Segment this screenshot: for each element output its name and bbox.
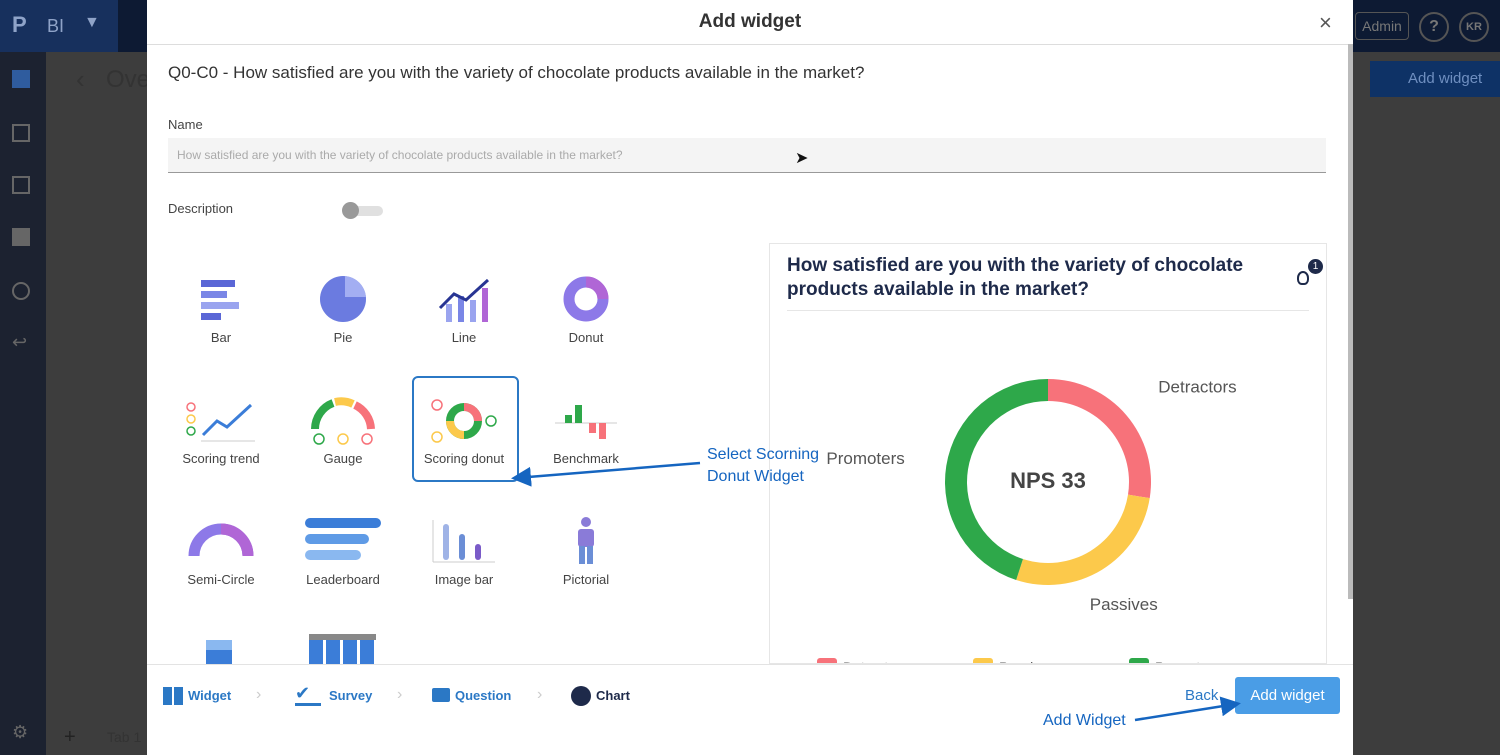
widget-option[interactable]: Image bar [409, 508, 519, 608]
help-icon[interactable]: ? [1419, 12, 1449, 42]
widget-option[interactable]: Pictorial [531, 508, 641, 608]
cursor: ➤ [795, 150, 809, 167]
close-button[interactable]: × [1319, 10, 1332, 35]
widget-label: Scoring trend [182, 451, 260, 466]
name-placeholder: How satisfied are you with the variety o… [177, 148, 623, 162]
arrow [1134, 696, 1241, 722]
widget-label: Gauge [323, 451, 363, 466]
description-label: Description [168, 201, 234, 216]
back-button[interactable]: Back [1185, 687, 1219, 704]
selected-outline [412, 376, 519, 482]
chart-title: How satisfied are you with the variety o… [787, 255, 1244, 300]
widget-option[interactable]: Line [409, 266, 519, 366]
hint-badge: 1 [1308, 259, 1323, 274]
hint-icon[interactable] [1297, 271, 1309, 285]
widget-option[interactable]: Bar [166, 266, 276, 366]
name-label: Name [168, 117, 203, 132]
segment-label: Promoters [826, 449, 904, 468]
page-title: Ove [106, 66, 151, 93]
preview-panel: How satisfied are you with the variety o… [769, 243, 1327, 664]
legend-label: Promoters [1155, 659, 1220, 664]
step-icon [571, 686, 591, 706]
nav-icon[interactable]: ↩ [12, 332, 28, 352]
nav-icon[interactable] [12, 124, 30, 142]
annotation: Select Scorning Donut Widget [707, 446, 820, 485]
brand-caret[interactable]: ▼ [84, 14, 100, 31]
toggle-knob[interactable] [342, 202, 359, 219]
submit-button[interactable]: Add widget [1235, 677, 1340, 714]
add-widget-button[interactable]: Add widget [1370, 61, 1500, 97]
step-icon: ✔ [295, 684, 321, 706]
modal-title: Add widget [147, 0, 1353, 45]
question-title: Q0-C0 - How satisfied are you with the v… [168, 63, 865, 82]
annotation: Add Widget [1043, 712, 1126, 729]
chevron: › [256, 686, 262, 703]
admin-button[interactable]: Admin [1355, 12, 1409, 40]
step[interactable]: Survey [329, 688, 373, 703]
segment-label: Passives [1090, 595, 1158, 614]
legend-swatch [973, 658, 993, 663]
settings-icon[interactable]: ⚙ [12, 722, 29, 742]
widget-option[interactable]: Gauge [288, 387, 398, 487]
arrow [511, 461, 701, 487]
back-arrow[interactable]: ‹ [76, 64, 85, 94]
footer-divider [147, 664, 1353, 665]
nav-icon[interactable] [12, 282, 30, 300]
widget-label: Scoring donut [423, 451, 505, 466]
widget-label: Semi-Circle [187, 572, 255, 587]
sidebar [0, 52, 46, 755]
tab[interactable]: Tab 1 [107, 729, 142, 745]
center-label: NPS 33 [1010, 468, 1086, 493]
nav-icon[interactable] [12, 70, 30, 88]
chevron: › [537, 686, 543, 703]
donut-segment [1016, 494, 1150, 585]
widget-label: Pie [333, 330, 353, 345]
donut-segment [1048, 379, 1151, 499]
widget-option[interactable]: Semi-Circle [166, 508, 276, 608]
legend-label: Detractors [843, 659, 908, 664]
widget-option[interactable]: Scoring donut [409, 387, 519, 487]
widget-label: Benchmark [553, 451, 619, 466]
name-input[interactable] [168, 138, 1326, 173]
brand-area [0, 0, 118, 52]
widget-label: Leaderboard [306, 572, 380, 587]
legend-swatch [1129, 658, 1149, 663]
step[interactable]: Question [455, 688, 512, 703]
widget-option[interactable]: Donut [531, 266, 641, 366]
step[interactable]: Widget [188, 688, 232, 703]
widget-option[interactable]: Leaderboard [288, 508, 398, 608]
scrollbar [1348, 44, 1353, 599]
step[interactable]: Chart [596, 688, 630, 703]
widget-label: Image bar [434, 572, 494, 587]
widget-option[interactable]: Scoring trend [166, 387, 276, 487]
add-tab[interactable]: + [64, 726, 76, 748]
toggle-track[interactable] [345, 206, 383, 216]
widget-option[interactable]: Benchmark [531, 387, 641, 487]
widget-label: Bar [210, 330, 232, 345]
legend-label: Passives [999, 659, 1055, 664]
widget-icon-partial [309, 634, 376, 640]
widget-option[interactable]: Pie [288, 266, 398, 366]
widget-icon-partial [206, 640, 232, 650]
divider [787, 310, 1309, 311]
user-avatar[interactable]: KR [1459, 12, 1489, 42]
segment-label: Detractors [1158, 377, 1236, 396]
brand: BI [47, 16, 65, 36]
chevron: › [397, 686, 403, 703]
widget-label: Line [451, 330, 477, 345]
nav-icon[interactable] [12, 176, 30, 194]
widget-label: Pictorial [562, 572, 610, 587]
nav-icon[interactable] [12, 228, 30, 246]
widget-label: Donut [568, 330, 604, 345]
donut-chart: Detractors Detractors Passives Passives Prom… [817, 377, 1237, 664]
legend-swatch [817, 658, 837, 663]
step-icon [163, 687, 183, 705]
donut-segment [945, 379, 1048, 580]
step-icon [432, 688, 450, 702]
logo: P [12, 12, 27, 37]
